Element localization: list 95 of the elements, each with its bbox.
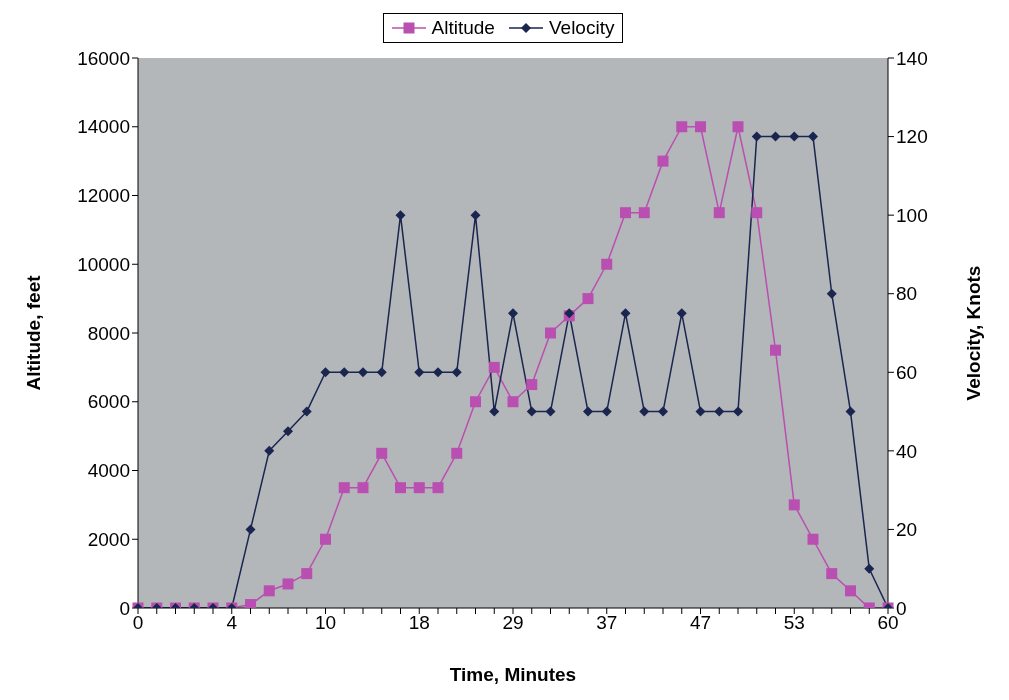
point — [320, 533, 331, 545]
point — [770, 344, 781, 356]
point — [413, 482, 425, 494]
point — [470, 396, 481, 408]
y2-tick-label: 120 — [896, 126, 928, 148]
point — [601, 258, 613, 270]
point — [733, 406, 743, 417]
y2-axis-title: Velocity, Knots — [962, 265, 984, 401]
y2-tick-label: 100 — [896, 204, 928, 226]
point — [320, 367, 331, 378]
point — [713, 207, 725, 219]
point — [283, 426, 293, 437]
y-tick-label: 4000 — [87, 460, 130, 482]
y-tick-label: 10000 — [77, 253, 130, 275]
point — [770, 131, 781, 142]
point — [376, 447, 388, 459]
point — [545, 327, 556, 339]
point — [695, 121, 706, 133]
y-tick-label: 8000 — [87, 322, 130, 344]
point — [638, 207, 650, 219]
y-tick-label: 16000 — [77, 47, 130, 69]
point — [263, 585, 275, 597]
point — [526, 379, 538, 391]
y-tick-label: 14000 — [77, 116, 130, 138]
point — [751, 131, 762, 142]
x-tick-label: 53 — [783, 612, 805, 634]
point — [282, 578, 294, 590]
point — [845, 406, 856, 417]
point — [789, 131, 800, 142]
y-tick-label: 0 — [119, 597, 130, 619]
point — [658, 406, 668, 417]
point — [264, 445, 275, 456]
point — [301, 568, 313, 580]
point — [639, 406, 650, 417]
point — [808, 131, 818, 142]
point — [339, 367, 350, 378]
point — [864, 563, 875, 574]
point — [507, 396, 519, 408]
point — [432, 482, 444, 494]
point — [470, 210, 481, 221]
point — [788, 499, 800, 511]
x-tick-label: 4 — [226, 612, 238, 634]
point — [676, 121, 688, 133]
x-tick-label: 29 — [502, 612, 524, 634]
y2-tick-label: 0 — [896, 597, 907, 619]
x-tick-label: 10 — [314, 612, 337, 634]
y2-tick-label: 20 — [896, 519, 918, 541]
point — [395, 482, 406, 494]
point — [582, 293, 594, 305]
x-axis-title: Time, Minutes — [449, 664, 577, 686]
point — [301, 406, 312, 417]
point — [376, 367, 387, 378]
point — [695, 406, 706, 417]
point — [732, 121, 744, 133]
point — [245, 599, 256, 608]
y2-tick-label: 40 — [896, 440, 918, 462]
point — [751, 207, 763, 219]
point — [357, 482, 369, 494]
point — [545, 406, 556, 417]
y-axis-title: Altitude, feet — [22, 274, 44, 391]
point — [488, 361, 500, 373]
point — [845, 585, 856, 597]
point — [414, 367, 425, 378]
x-tick-label: 18 — [408, 612, 430, 634]
point — [620, 308, 631, 319]
point — [245, 524, 256, 535]
point — [508, 308, 518, 319]
x-tick-label: 0 — [132, 612, 144, 634]
point — [338, 482, 350, 494]
point — [620, 207, 631, 219]
y2-tick-label: 140 — [896, 47, 928, 69]
point — [526, 406, 537, 417]
point — [807, 533, 819, 545]
point — [826, 568, 838, 580]
point — [714, 406, 725, 417]
point — [657, 155, 669, 167]
x-tick-label: 47 — [689, 612, 712, 634]
point — [433, 367, 443, 378]
y2-tick-label: 80 — [896, 283, 918, 305]
point — [489, 406, 500, 417]
point — [358, 367, 368, 378]
legend-label: Velocity — [548, 17, 615, 39]
y2-tick-label: 60 — [896, 362, 918, 384]
y-tick-label: 2000 — [87, 528, 130, 550]
point — [583, 406, 593, 417]
y-tick-label: 12000 — [77, 185, 130, 207]
y-tick-label: 6000 — [87, 391, 130, 413]
point — [826, 288, 837, 299]
x-tick-label: 37 — [596, 612, 618, 634]
point — [395, 210, 406, 221]
point — [451, 367, 462, 378]
point — [451, 447, 463, 459]
point — [676, 308, 687, 319]
point — [601, 406, 612, 417]
legend-label: Altitude — [431, 17, 495, 39]
